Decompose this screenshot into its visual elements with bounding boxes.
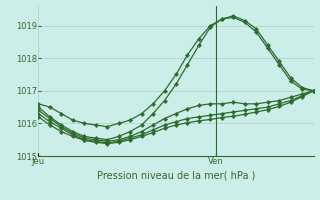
X-axis label: Pression niveau de la mer( hPa ): Pression niveau de la mer( hPa ): [97, 171, 255, 181]
